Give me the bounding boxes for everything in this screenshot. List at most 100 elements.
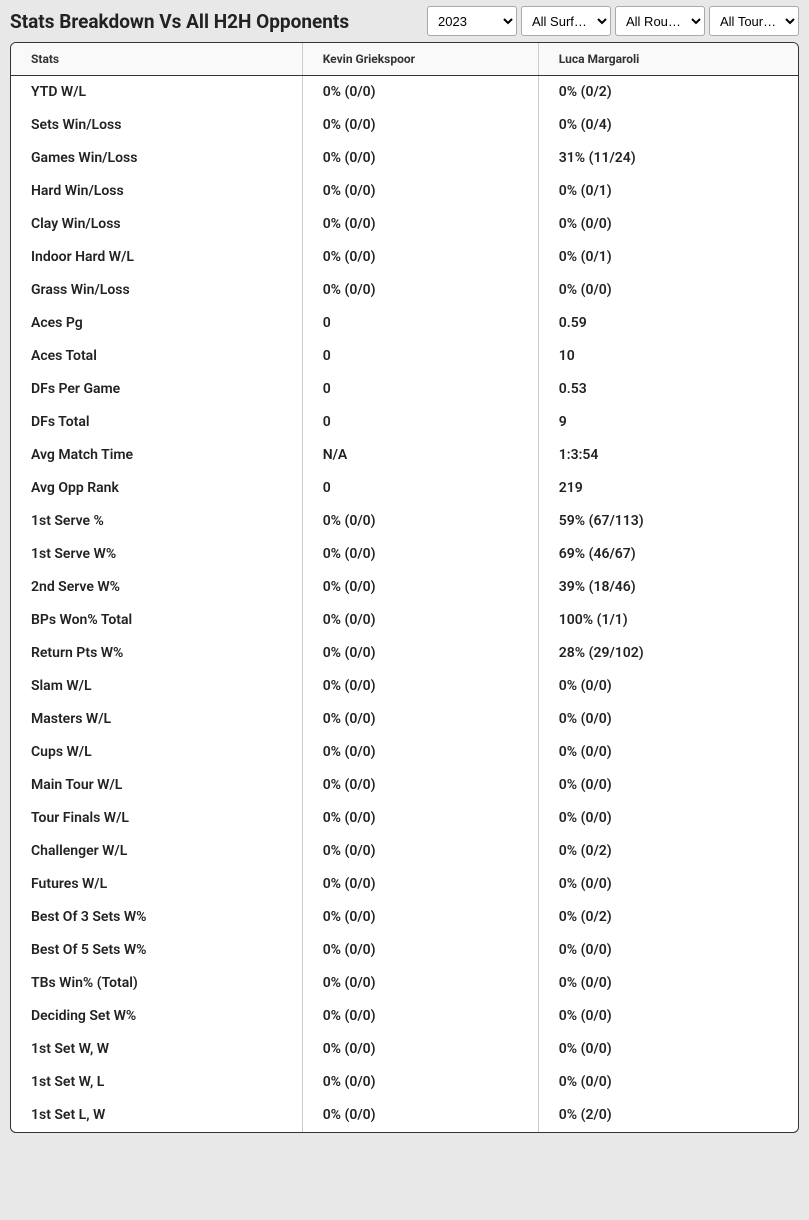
player2-value-cell: 100% (1/1) xyxy=(538,604,798,637)
table-row: Avg Opp Rank0219 xyxy=(11,472,798,505)
table-row: Tour Finals W/L0% (0/0)0% (0/0) xyxy=(11,802,798,835)
table-row: Challenger W/L0% (0/0)0% (0/2) xyxy=(11,835,798,868)
table-row: Aces Total010 xyxy=(11,340,798,373)
player1-value-cell: 0 xyxy=(302,406,538,439)
stat-name-cell: 1st Serve W% xyxy=(11,538,302,571)
col-player2: Luca Margaroli xyxy=(538,43,798,76)
player2-value-cell: 0% (0/2) xyxy=(538,901,798,934)
page-title: Stats Breakdown Vs All H2H Opponents xyxy=(10,10,349,33)
stat-name-cell: Cups W/L xyxy=(11,736,302,769)
stat-name-cell: Grass Win/Loss xyxy=(11,274,302,307)
table-row: Sets Win/Loss0% (0/0)0% (0/4) xyxy=(11,109,798,142)
player1-value-cell: 0% (0/0) xyxy=(302,1099,538,1132)
player2-value-cell: 0% (0/2) xyxy=(538,76,798,109)
table-row: BPs Won% Total0% (0/0)100% (1/1) xyxy=(11,604,798,637)
table-row: Cups W/L0% (0/0)0% (0/0) xyxy=(11,736,798,769)
table-row: YTD W/L0% (0/0)0% (0/2) xyxy=(11,76,798,109)
stat-name-cell: Masters W/L xyxy=(11,703,302,736)
col-player1: Kevin Griekspoor xyxy=(302,43,538,76)
table-row: Best Of 5 Sets W%0% (0/0)0% (0/0) xyxy=(11,934,798,967)
tournament-filter[interactable]: All Tour… xyxy=(709,6,799,36)
player1-value-cell: 0 xyxy=(302,340,538,373)
stat-name-cell: 1st Set L, W xyxy=(11,1099,302,1132)
stat-name-cell: Slam W/L xyxy=(11,670,302,703)
stat-name-cell: Indoor Hard W/L xyxy=(11,241,302,274)
stat-name-cell: YTD W/L xyxy=(11,76,302,109)
player2-value-cell: 1:3:54 xyxy=(538,439,798,472)
stats-table: Stats Kevin Griekspoor Luca Margaroli YT… xyxy=(11,43,798,1132)
table-row: 1st Set W, W0% (0/0)0% (0/0) xyxy=(11,1033,798,1066)
player1-value-cell: 0% (0/0) xyxy=(302,109,538,142)
stat-name-cell: TBs Win% (Total) xyxy=(11,967,302,1000)
player1-value-cell: 0% (0/0) xyxy=(302,769,538,802)
table-row: 1st Serve %0% (0/0)59% (67/113) xyxy=(11,505,798,538)
player2-value-cell: 9 xyxy=(538,406,798,439)
stat-name-cell: Deciding Set W% xyxy=(11,1000,302,1033)
player2-value-cell: 28% (29/102) xyxy=(538,637,798,670)
player2-value-cell: 219 xyxy=(538,472,798,505)
player2-value-cell: 0% (0/1) xyxy=(538,175,798,208)
table-row: Indoor Hard W/L0% (0/0)0% (0/1) xyxy=(11,241,798,274)
stat-name-cell: 2nd Serve W% xyxy=(11,571,302,604)
player2-value-cell: 59% (67/113) xyxy=(538,505,798,538)
player1-value-cell: 0% (0/0) xyxy=(302,967,538,1000)
table-row: 2nd Serve W%0% (0/0)39% (18/46) xyxy=(11,571,798,604)
stat-name-cell: Tour Finals W/L xyxy=(11,802,302,835)
player2-value-cell: 39% (18/46) xyxy=(538,571,798,604)
surface-filter[interactable]: All Surf… xyxy=(521,6,611,36)
player2-value-cell: 10 xyxy=(538,340,798,373)
stat-name-cell: Clay Win/Loss xyxy=(11,208,302,241)
player2-value-cell: 0% (2/0) xyxy=(538,1099,798,1132)
player1-value-cell: 0% (0/0) xyxy=(302,274,538,307)
player2-value-cell: 0% (0/0) xyxy=(538,1000,798,1033)
stat-name-cell: Games Win/Loss xyxy=(11,142,302,175)
player1-value-cell: 0% (0/0) xyxy=(302,670,538,703)
player1-value-cell: 0% (0/0) xyxy=(302,505,538,538)
table-row: Deciding Set W%0% (0/0)0% (0/0) xyxy=(11,1000,798,1033)
stat-name-cell: Avg Match Time xyxy=(11,439,302,472)
stat-name-cell: Best Of 5 Sets W% xyxy=(11,934,302,967)
player2-value-cell: 0% (0/0) xyxy=(538,208,798,241)
table-row: Futures W/L0% (0/0)0% (0/0) xyxy=(11,868,798,901)
player1-value-cell: 0% (0/0) xyxy=(302,802,538,835)
table-row: Main Tour W/L0% (0/0)0% (0/0) xyxy=(11,769,798,802)
player2-value-cell: 0% (0/0) xyxy=(538,967,798,1000)
table-row: 1st Set L, W0% (0/0)0% (2/0) xyxy=(11,1099,798,1132)
player2-value-cell: 0.59 xyxy=(538,307,798,340)
table-row: Best Of 3 Sets W%0% (0/0)0% (0/2) xyxy=(11,901,798,934)
stat-name-cell: Aces Total xyxy=(11,340,302,373)
table-row: Aces Pg00.59 xyxy=(11,307,798,340)
stat-name-cell: Challenger W/L xyxy=(11,835,302,868)
stats-header: Stats Breakdown Vs All H2H Opponents 202… xyxy=(0,0,809,42)
table-row: Games Win/Loss0% (0/0)31% (11/24) xyxy=(11,142,798,175)
table-row: Grass Win/Loss0% (0/0)0% (0/0) xyxy=(11,274,798,307)
stat-name-cell: Avg Opp Rank xyxy=(11,472,302,505)
player1-value-cell: 0% (0/0) xyxy=(302,901,538,934)
round-filter[interactable]: All Rou… xyxy=(615,6,705,36)
player1-value-cell: 0% (0/0) xyxy=(302,538,538,571)
player1-value-cell: 0 xyxy=(302,472,538,505)
table-row: TBs Win% (Total)0% (0/0)0% (0/0) xyxy=(11,967,798,1000)
player1-value-cell: 0% (0/0) xyxy=(302,76,538,109)
stat-name-cell: Futures W/L xyxy=(11,868,302,901)
table-header-row: Stats Kevin Griekspoor Luca Margaroli xyxy=(11,43,798,76)
player1-value-cell: 0% (0/0) xyxy=(302,637,538,670)
stat-name-cell: Sets Win/Loss xyxy=(11,109,302,142)
player2-value-cell: 0% (0/0) xyxy=(538,934,798,967)
player1-value-cell: 0% (0/0) xyxy=(302,1066,538,1099)
table-row: DFs Per Game00.53 xyxy=(11,373,798,406)
table-row: Slam W/L0% (0/0)0% (0/0) xyxy=(11,670,798,703)
stat-name-cell: Return Pts W% xyxy=(11,637,302,670)
table-row: Masters W/L0% (0/0)0% (0/0) xyxy=(11,703,798,736)
player1-value-cell: 0% (0/0) xyxy=(302,571,538,604)
player2-value-cell: 0% (0/0) xyxy=(538,670,798,703)
player1-value-cell: 0 xyxy=(302,373,538,406)
year-filter[interactable]: 2023 xyxy=(427,6,517,36)
player1-value-cell: 0% (0/0) xyxy=(302,1033,538,1066)
player1-value-cell: 0% (0/0) xyxy=(302,835,538,868)
table-row: Hard Win/Loss0% (0/0)0% (0/1) xyxy=(11,175,798,208)
stat-name-cell: Best Of 3 Sets W% xyxy=(11,901,302,934)
player2-value-cell: 0.53 xyxy=(538,373,798,406)
stat-name-cell: BPs Won% Total xyxy=(11,604,302,637)
player1-value-cell: 0% (0/0) xyxy=(302,736,538,769)
